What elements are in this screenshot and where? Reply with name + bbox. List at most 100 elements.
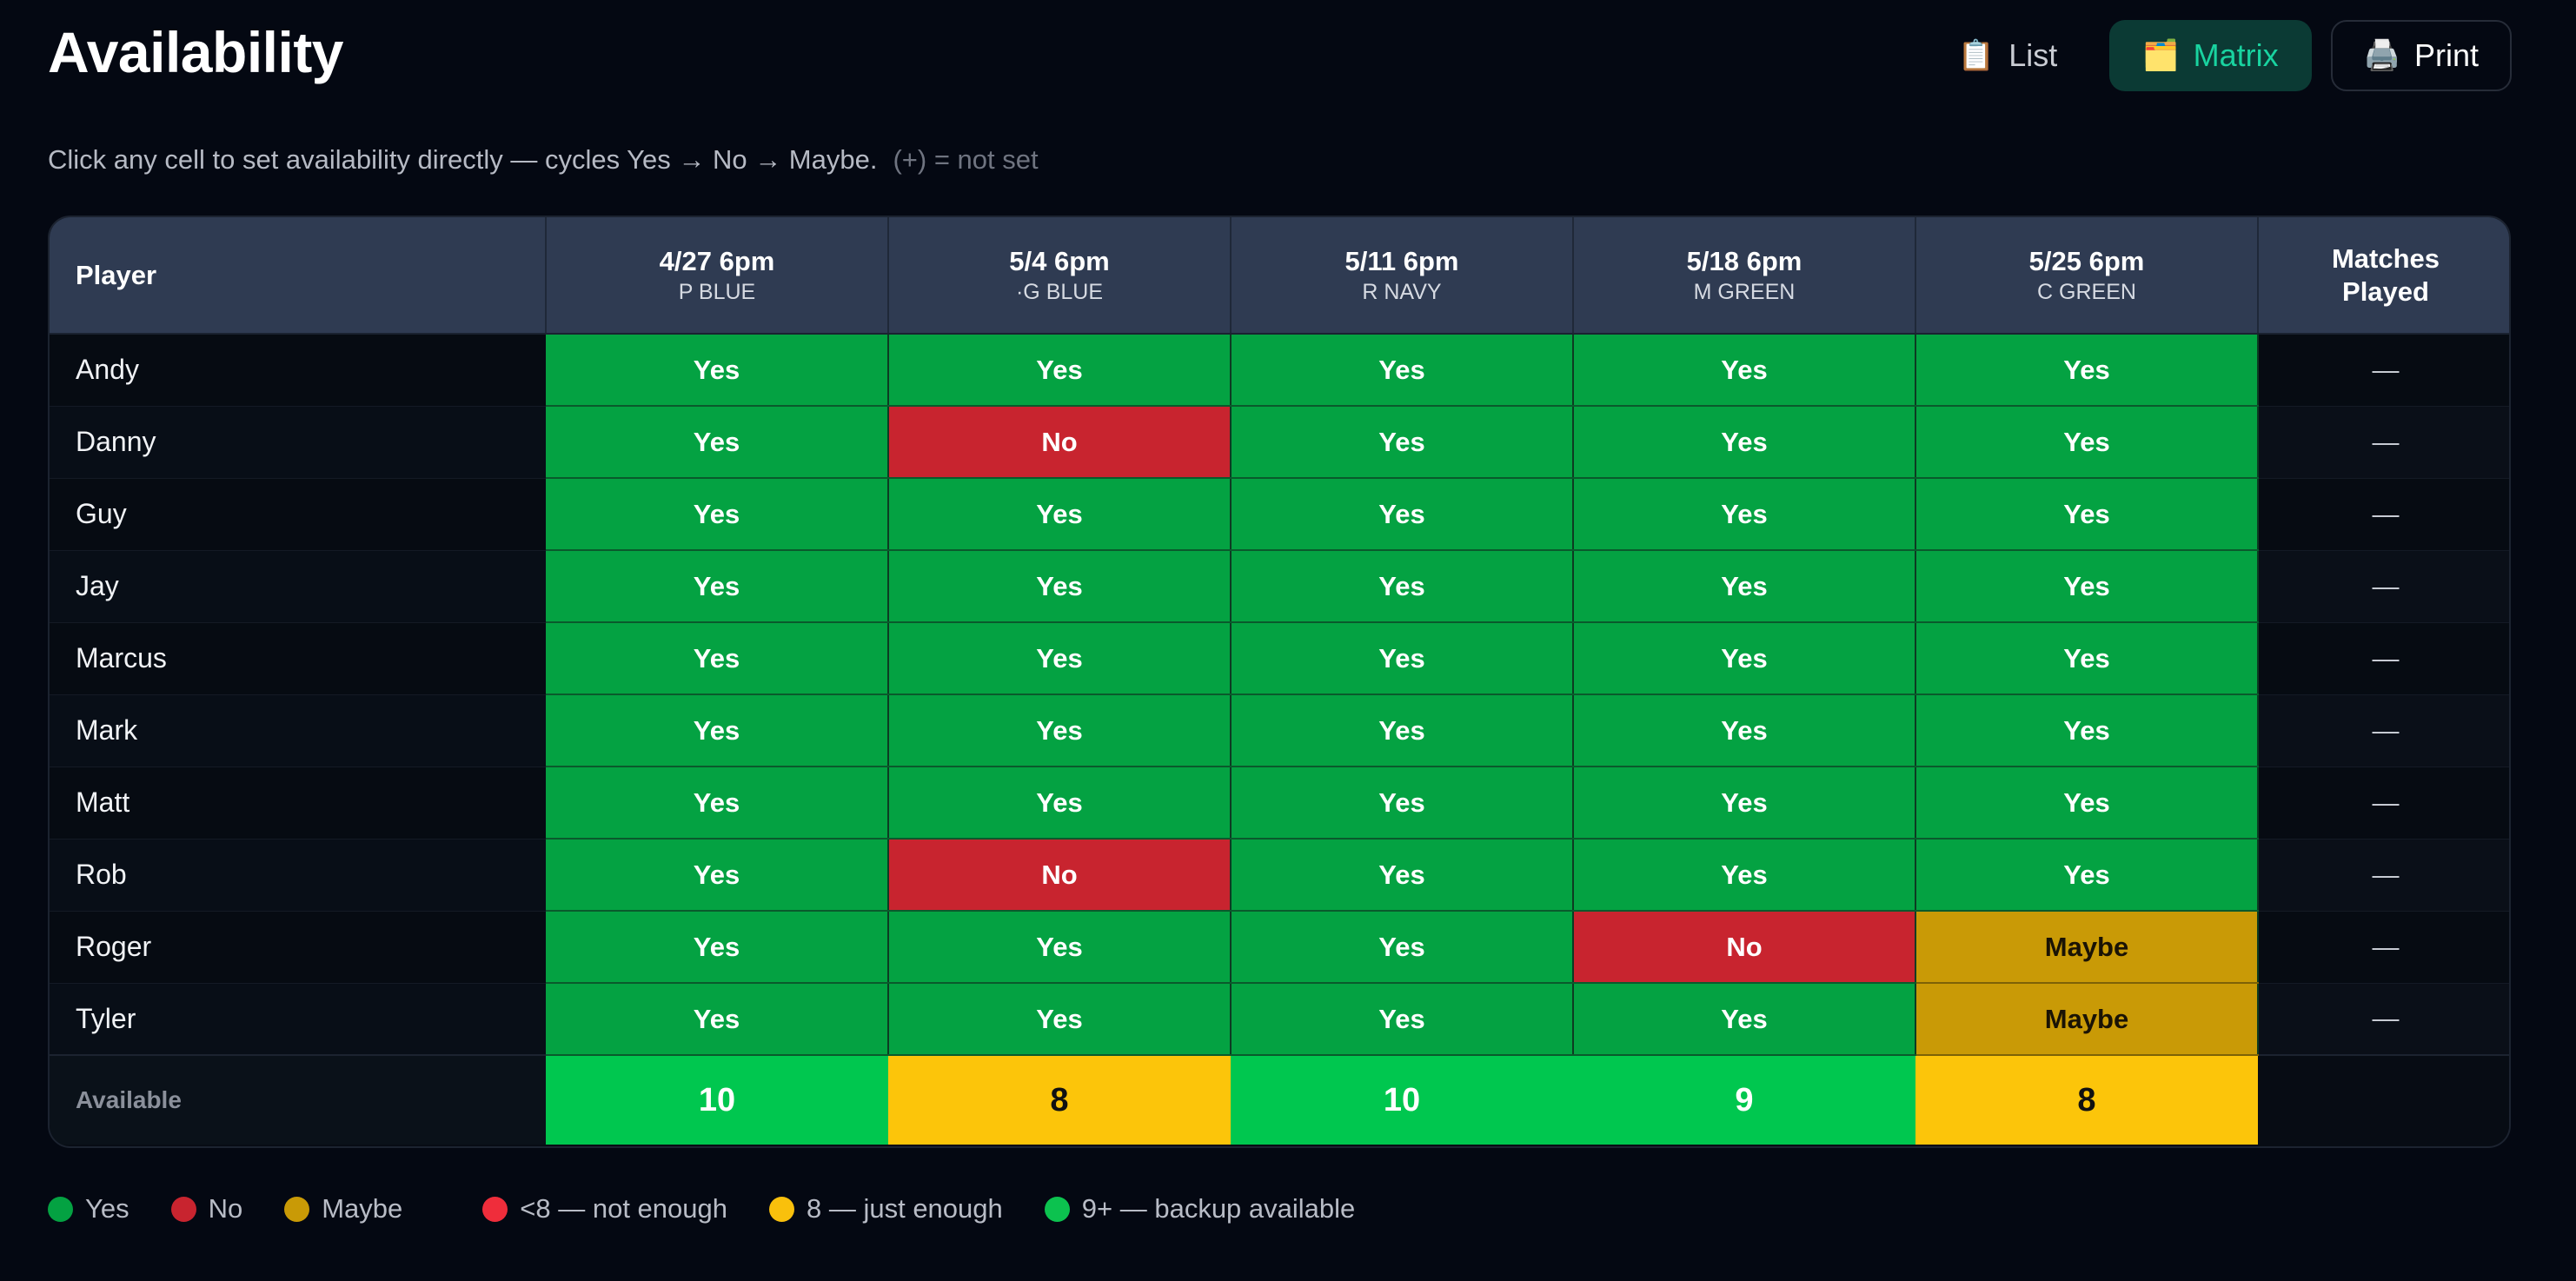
match-column-header: 5/4 6pm ·G BLUE (888, 217, 1232, 335)
availability-cell[interactable]: Yes (1573, 839, 1916, 912)
available-total: 9 (1573, 1054, 1915, 1145)
player-name: Tyler (50, 983, 546, 1056)
print-button[interactable]: 🖨️ Print (2330, 20, 2512, 91)
printer-icon: 🖨️ (2363, 39, 2400, 72)
availability-cell[interactable]: Yes (1231, 406, 1574, 479)
matrix-body: Andy Yes Yes Yes Yes Yes — Danny Yes No Yes Yes Yes —… (50, 334, 2509, 1056)
availability-cell[interactable]: Yes (888, 622, 1232, 695)
availability-cell[interactable]: Yes (1573, 694, 1916, 767)
availability-cell[interactable]: Yes (1915, 478, 2259, 551)
availability-cell[interactable]: Yes (1573, 767, 1916, 840)
matches-played-cell: — (2258, 983, 2509, 1056)
availability-cell[interactable]: Yes (546, 767, 889, 840)
availability-cell[interactable]: Yes (888, 983, 1232, 1056)
legend-backup: 9+ — backup available (1044, 1193, 1355, 1225)
match-column-header: 4/27 6pm P BLUE (546, 217, 889, 335)
availability-cell[interactable]: Yes (888, 767, 1232, 840)
availability-cell[interactable]: Yes (546, 622, 889, 695)
page-title: Availability (48, 20, 344, 84)
availability-cell[interactable]: Yes (1231, 550, 1574, 623)
player-row: Guy Yes Yes Yes Yes Yes — (50, 478, 2509, 551)
player-name: Jay (50, 550, 546, 623)
matrix-header-row: Player 4/27 6pm P BLUE 5/4 6pm ·G BLUE 5/1… (50, 217, 2509, 335)
legend-yes-label: Yes (85, 1193, 129, 1224)
availability-cell[interactable]: Yes (546, 550, 889, 623)
availability-cell[interactable]: Yes (888, 334, 1232, 407)
folder-icon: 🗂️ (2142, 39, 2180, 72)
player-name: Marcus (50, 622, 546, 695)
availability-cell[interactable]: Maybe (1915, 911, 2259, 984)
availability-cell[interactable]: Yes (546, 478, 889, 551)
availability-cell[interactable]: Yes (1915, 694, 2259, 767)
availability-cell[interactable]: Maybe (1915, 983, 2259, 1056)
availability-cell[interactable]: No (888, 406, 1232, 479)
availability-cell[interactable]: Yes (1231, 334, 1574, 407)
availability-cell[interactable]: Yes (1573, 983, 1916, 1056)
match-date: 4/27 6pm (659, 245, 775, 276)
played-total-blank (2258, 1054, 2509, 1145)
availability-cell[interactable]: Yes (1231, 478, 1574, 551)
available-totals-row: Available 10 8 10 9 8 (50, 1054, 2509, 1145)
availability-cell[interactable]: Yes (546, 406, 889, 479)
availability-cell[interactable]: Yes (546, 694, 889, 767)
availability-cell[interactable]: Yes (888, 550, 1232, 623)
availability-cell[interactable]: Yes (888, 911, 1232, 984)
availability-cell[interactable]: Yes (1231, 694, 1574, 767)
availability-cell[interactable]: No (888, 839, 1232, 912)
matrix-view-button[interactable]: 🗂️ Matrix (2109, 20, 2312, 91)
legend-not-enough-dot (482, 1196, 508, 1222)
hint-text: Click any cell to set availability direc… (48, 144, 878, 175)
view-switcher: 📋 List 🗂️ Matrix 🖨️ Print (1925, 20, 2512, 91)
player-row: Andy Yes Yes Yes Yes Yes — (50, 334, 2509, 407)
availability-cell[interactable]: Yes (546, 983, 889, 1056)
match-column-header: 5/11 6pm R NAVY (1231, 217, 1574, 335)
match-date: 5/18 6pm (1686, 245, 1803, 276)
availability-cell[interactable]: Yes (1573, 622, 1916, 695)
player-name: Matt (50, 767, 546, 840)
legend-no-dot (170, 1196, 196, 1222)
availability-cell[interactable]: Yes (1231, 839, 1574, 912)
player-column-header: Player (50, 217, 547, 335)
availability-cell[interactable]: Yes (1915, 767, 2259, 840)
legend-maybe-dot (284, 1196, 310, 1222)
legend-maybe-label: Maybe (322, 1193, 403, 1224)
legend-just-enough: 8 — just enough (769, 1193, 1003, 1225)
availability-cell[interactable]: Yes (1573, 550, 1916, 623)
availability-cell[interactable]: Yes (1915, 334, 2259, 407)
player-row: Mark Yes Yes Yes Yes Yes — (50, 694, 2509, 767)
availability-cell[interactable]: Yes (1573, 478, 1916, 551)
availability-cell[interactable]: Yes (1231, 767, 1574, 840)
matches-played-cell: — (2258, 334, 2509, 407)
availability-cell[interactable]: Yes (1915, 550, 2259, 623)
list-view-label: List (2008, 37, 2058, 73)
availability-cell[interactable]: Yes (888, 694, 1232, 767)
matches-played-cell: — (2258, 622, 2509, 695)
availability-cell[interactable]: Yes (546, 334, 889, 407)
legend-just-enough-label: 8 — just enough (807, 1193, 1003, 1224)
legend-not-enough: <8 — not enough (482, 1193, 727, 1225)
availability-cell[interactable]: Yes (888, 478, 1232, 551)
availability-cell[interactable]: Yes (1915, 406, 2259, 479)
availability-cell[interactable]: Yes (546, 911, 889, 984)
availability-cell[interactable]: Yes (1573, 406, 1916, 479)
availability-cell[interactable]: Yes (1231, 911, 1574, 984)
availability-cell[interactable]: Yes (1231, 983, 1574, 1056)
availability-cell[interactable]: No (1573, 911, 1916, 984)
availability-cell[interactable]: Yes (1573, 334, 1916, 407)
matches-played-cell: — (2258, 911, 2509, 984)
matches-played-cell: — (2258, 406, 2509, 479)
match-team: ·G BLUE (1015, 279, 1104, 304)
matches-played-header-line2: Played (2342, 275, 2429, 307)
availability-cell[interactable]: Yes (546, 839, 889, 912)
match-date: 5/11 6pm (1344, 245, 1459, 276)
legend-backup-dot (1044, 1196, 1070, 1222)
player-name: Andy (50, 334, 546, 407)
matches-played-cell: — (2258, 839, 2509, 912)
legend-maybe: Maybe (284, 1193, 402, 1225)
availability-cell[interactable]: Yes (1231, 622, 1574, 695)
list-view-button[interactable]: 📋 List (1925, 20, 2090, 91)
player-row: Tyler Yes Yes Yes Yes Maybe — (50, 983, 2509, 1056)
matrix-view-label: Matrix (2193, 37, 2279, 73)
availability-cell[interactable]: Yes (1915, 839, 2259, 912)
availability-cell[interactable]: Yes (1915, 622, 2259, 695)
